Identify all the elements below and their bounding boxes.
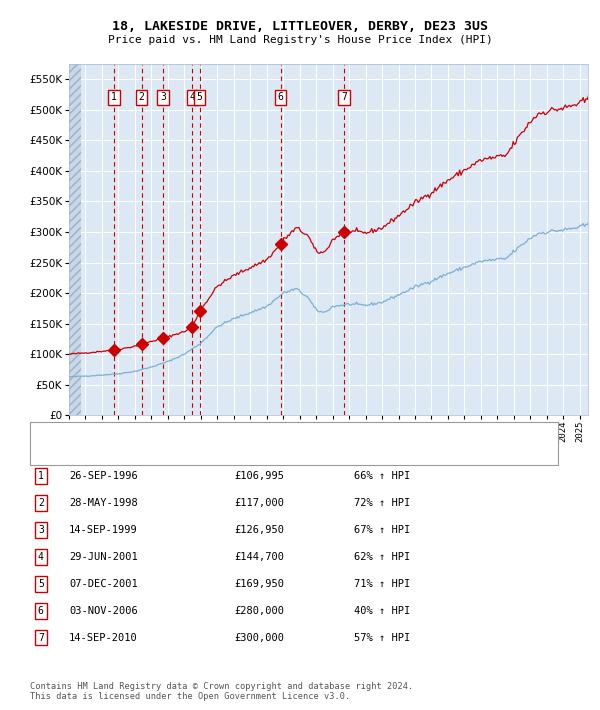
- Text: £106,995: £106,995: [234, 471, 284, 481]
- Text: 7: 7: [38, 633, 44, 643]
- Text: 6: 6: [278, 92, 283, 102]
- Text: 26-SEP-1996: 26-SEP-1996: [69, 471, 138, 481]
- Text: 4: 4: [190, 92, 196, 102]
- Text: 7: 7: [341, 92, 347, 102]
- Text: Price paid vs. HM Land Registry's House Price Index (HPI): Price paid vs. HM Land Registry's House …: [107, 35, 493, 45]
- Text: 40% ↑ HPI: 40% ↑ HPI: [354, 606, 410, 616]
- Text: 2: 2: [38, 498, 44, 508]
- Text: £280,000: £280,000: [234, 606, 284, 616]
- Text: 3: 3: [160, 92, 166, 102]
- Text: 29-JUN-2001: 29-JUN-2001: [69, 552, 138, 562]
- Text: 07-DEC-2001: 07-DEC-2001: [69, 579, 138, 589]
- Text: £126,950: £126,950: [234, 525, 284, 535]
- Text: 18, LAKESIDE DRIVE, LITTLEOVER, DERBY, DE23 3US (detached house): 18, LAKESIDE DRIVE, LITTLEOVER, DERBY, D…: [69, 430, 445, 439]
- Text: £169,950: £169,950: [234, 579, 284, 589]
- Text: 28-MAY-1998: 28-MAY-1998: [69, 498, 138, 508]
- Text: 14-SEP-2010: 14-SEP-2010: [69, 633, 138, 643]
- Text: HPI: Average price, detached house, City of Derby: HPI: Average price, detached house, City…: [69, 449, 357, 459]
- Text: 2: 2: [139, 92, 145, 102]
- Text: 6: 6: [38, 606, 44, 616]
- Text: 57% ↑ HPI: 57% ↑ HPI: [354, 633, 410, 643]
- Text: 5: 5: [38, 579, 44, 589]
- Text: 5: 5: [197, 92, 203, 102]
- Text: 71% ↑ HPI: 71% ↑ HPI: [354, 579, 410, 589]
- Text: £117,000: £117,000: [234, 498, 284, 508]
- Text: 66% ↑ HPI: 66% ↑ HPI: [354, 471, 410, 481]
- Text: Contains HM Land Registry data © Crown copyright and database right 2024.
This d: Contains HM Land Registry data © Crown c…: [30, 682, 413, 701]
- Text: 1: 1: [38, 471, 44, 481]
- Text: £144,700: £144,700: [234, 552, 284, 562]
- Text: 67% ↑ HPI: 67% ↑ HPI: [354, 525, 410, 535]
- Text: 1: 1: [111, 92, 117, 102]
- Text: 62% ↑ HPI: 62% ↑ HPI: [354, 552, 410, 562]
- Text: 03-NOV-2006: 03-NOV-2006: [69, 606, 138, 616]
- Text: 72% ↑ HPI: 72% ↑ HPI: [354, 498, 410, 508]
- Text: 18, LAKESIDE DRIVE, LITTLEOVER, DERBY, DE23 3US: 18, LAKESIDE DRIVE, LITTLEOVER, DERBY, D…: [112, 20, 488, 33]
- Text: 4: 4: [38, 552, 44, 562]
- Text: £300,000: £300,000: [234, 633, 284, 643]
- Text: 3: 3: [38, 525, 44, 535]
- Bar: [69, 64, 82, 415]
- Text: 14-SEP-1999: 14-SEP-1999: [69, 525, 138, 535]
